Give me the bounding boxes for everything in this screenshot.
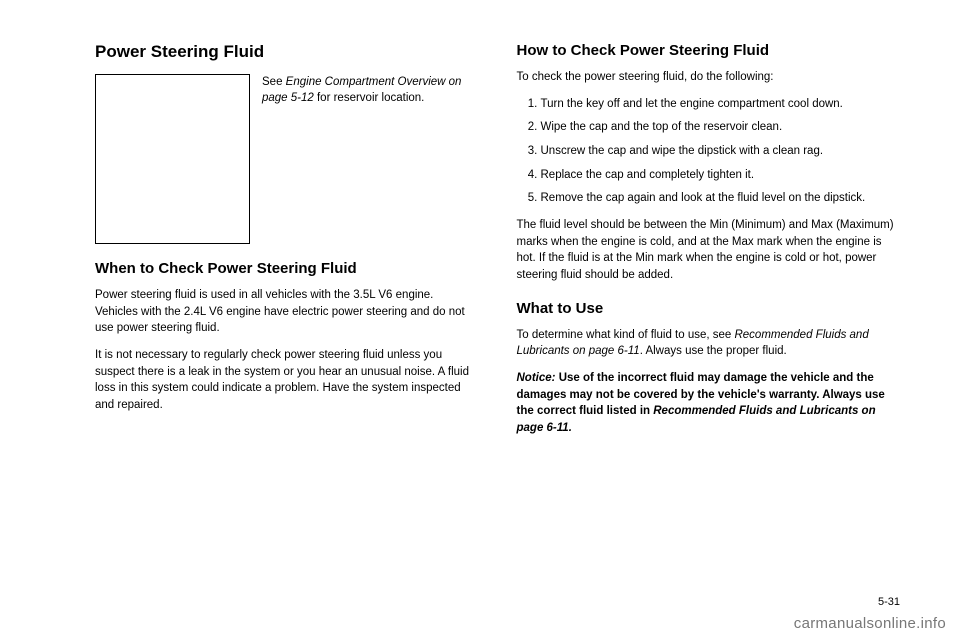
para-fluid-level: The fluid level should be between the Mi… [517,217,901,284]
image-row: See Engine Compartment Overview on page … [95,74,479,244]
caption-text-2: for reservoir location. [314,92,425,104]
step-item: Turn the key off and let the engine comp… [541,96,901,113]
heading-how-to-check: How to Check Power Steering Fluid [517,42,901,59]
heading-power-steering-fluid: Power Steering Fluid [95,42,479,62]
reservoir-image-placeholder [95,74,250,244]
step-item: Wipe the cap and the top of the reservoi… [541,119,901,136]
caption-text-1: See [262,76,286,88]
para-notice: Notice: Use of the incorrect fluid may d… [517,370,901,437]
image-caption: See Engine Compartment Overview on page … [262,74,479,106]
left-column: Power Steering Fluid See Engine Compartm… [95,42,479,447]
page-container: Power Steering Fluid See Engine Compartm… [0,0,960,467]
heading-when-to-check: When to Check Power Steering Fluid [95,260,479,277]
page-number: 5-31 [878,596,900,608]
para-when-1: Power steering fluid is used in all vehi… [95,287,479,337]
notice-label: Notice: [517,372,556,384]
use-text-1: To determine what kind of fluid to use, … [517,329,735,341]
step-item: Replace the cap and completely tighten i… [541,167,901,184]
para-when-2: It is not necessary to regularly check p… [95,347,479,414]
step-item: Unscrew the cap and wipe the dipstick wi… [541,143,901,160]
step-item: Remove the cap again and look at the flu… [541,190,901,207]
para-what-to-use: To determine what kind of fluid to use, … [517,327,901,360]
use-text-2: . Always use the proper fluid. [640,345,787,357]
steps-list: Turn the key off and let the engine comp… [517,96,901,207]
para-how-intro: To check the power steering fluid, do th… [517,69,901,86]
heading-what-to-use: What to Use [517,300,901,317]
watermark: carmanualsonline.info [794,615,946,632]
right-column: How to Check Power Steering Fluid To che… [517,42,901,447]
